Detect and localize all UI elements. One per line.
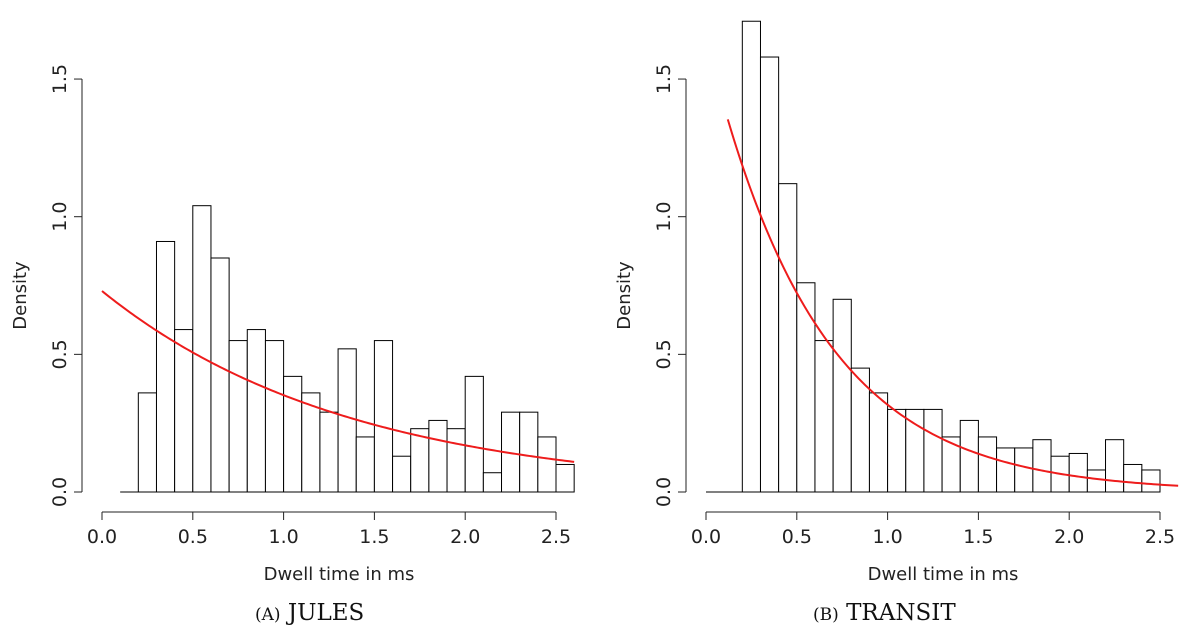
fitted-density-curve <box>101 290 575 463</box>
y-tick-label: 0.5 <box>49 339 71 369</box>
histogram-bar <box>264 340 285 493</box>
histogram-bar <box>1032 439 1052 493</box>
histogram-bar <box>373 340 394 493</box>
x-tick-label: 1.0 <box>268 526 298 548</box>
y-tick-label: 1.0 <box>653 202 675 232</box>
caption-a: (A) JULES <box>255 600 364 626</box>
histogram-bar <box>832 298 852 493</box>
caption-a-prefix: (A) <box>255 605 281 625</box>
x-tick-label: 0.5 <box>782 526 812 548</box>
x-tick-label: 2.0 <box>450 526 480 548</box>
histogram-bar <box>1123 463 1143 493</box>
histogram-bar <box>464 375 484 493</box>
histogram-bar <box>959 419 979 493</box>
histogram-bar <box>174 329 194 493</box>
histogram-bar <box>228 340 248 493</box>
histogram-bar <box>319 411 339 493</box>
histogram-bar <box>741 20 761 493</box>
y-tick-label: 0.5 <box>653 339 675 369</box>
caption-b: (B) TRANSIT <box>813 600 956 626</box>
x-tick-label: 0.5 <box>178 526 208 548</box>
y-tick-label: 1.0 <box>49 202 71 232</box>
histogram-bar <box>977 436 998 493</box>
histogram-bar <box>155 240 176 493</box>
histogram-bar <box>996 447 1016 493</box>
histogram-bar <box>759 56 780 493</box>
panel-b: 0.0 0.5 1.0 1.5 2.0 2.5 0.0 0.5 1.0 1.5 Dwell time… <box>614 20 1179 585</box>
histogram-bar <box>482 472 503 493</box>
x-tick-label: 2.0 <box>1054 526 1084 548</box>
histogram-bar <box>355 436 375 493</box>
x-axis-title: Dwell time in ms <box>264 564 415 585</box>
y-axis-title: Density <box>10 261 31 330</box>
histogram-bar <box>283 375 303 493</box>
caption-a-label: JULES <box>287 600 365 626</box>
x-tick-label: 2.5 <box>541 526 571 548</box>
x-tick-label: 0.0 <box>87 526 117 548</box>
histogram-bar <box>905 408 925 493</box>
x-tick-label: 1.5 <box>963 526 993 548</box>
panel-a: 0.0 0.5 1.0 1.5 2.0 2.5 0.0 0.5 1.0 1.5 Dwell time… <box>10 64 575 585</box>
histogram-bar <box>537 436 557 493</box>
x-tick-label: 0.0 <box>691 526 721 548</box>
histogram-bar <box>796 282 816 493</box>
histogram-bar <box>428 419 448 493</box>
fitted-density-curve <box>726 119 1179 487</box>
y-tick-label: 1.5 <box>49 64 71 94</box>
histogram-bar <box>868 392 889 493</box>
histogram-bar <box>923 408 943 493</box>
histogram-bar <box>519 411 539 493</box>
caption-b-prefix: (B) <box>813 605 839 625</box>
histogram-bar <box>1068 452 1088 493</box>
figure: 0.0 0.5 1.0 1.5 2.0 2.5 0.0 0.5 1.0 1.5 Dwell time… <box>10 20 1179 585</box>
histogram-bar <box>246 329 266 493</box>
histogram-bar <box>1086 469 1107 493</box>
histogram-bar <box>1141 469 1161 493</box>
histogram-bar <box>137 392 157 493</box>
y-tick-label: 0.0 <box>653 477 675 507</box>
x-tick-label: 2.5 <box>1145 526 1175 548</box>
y-axis-title: Density <box>614 261 635 330</box>
histogram-bar <box>887 408 907 493</box>
histogram-bar <box>814 340 834 493</box>
histogram-bar <box>392 455 412 493</box>
x-axis-title: Dwell time in ms <box>868 564 1019 585</box>
histogram-bar <box>1105 439 1125 493</box>
histogram-bar <box>555 463 575 493</box>
y-tick-label: 1.5 <box>653 64 675 94</box>
histogram-bar <box>1014 447 1034 493</box>
caption-b-label: TRANSIT <box>846 600 956 626</box>
histogram-bar <box>446 428 466 493</box>
x-tick-label: 1.0 <box>872 526 902 548</box>
x-tick-label: 1.5 <box>359 526 389 548</box>
histogram-bar <box>210 257 230 493</box>
histogram-bar <box>778 183 798 493</box>
y-tick-label: 0.0 <box>49 477 71 507</box>
histogram-bar <box>192 205 212 493</box>
histogram-bar <box>337 348 357 493</box>
